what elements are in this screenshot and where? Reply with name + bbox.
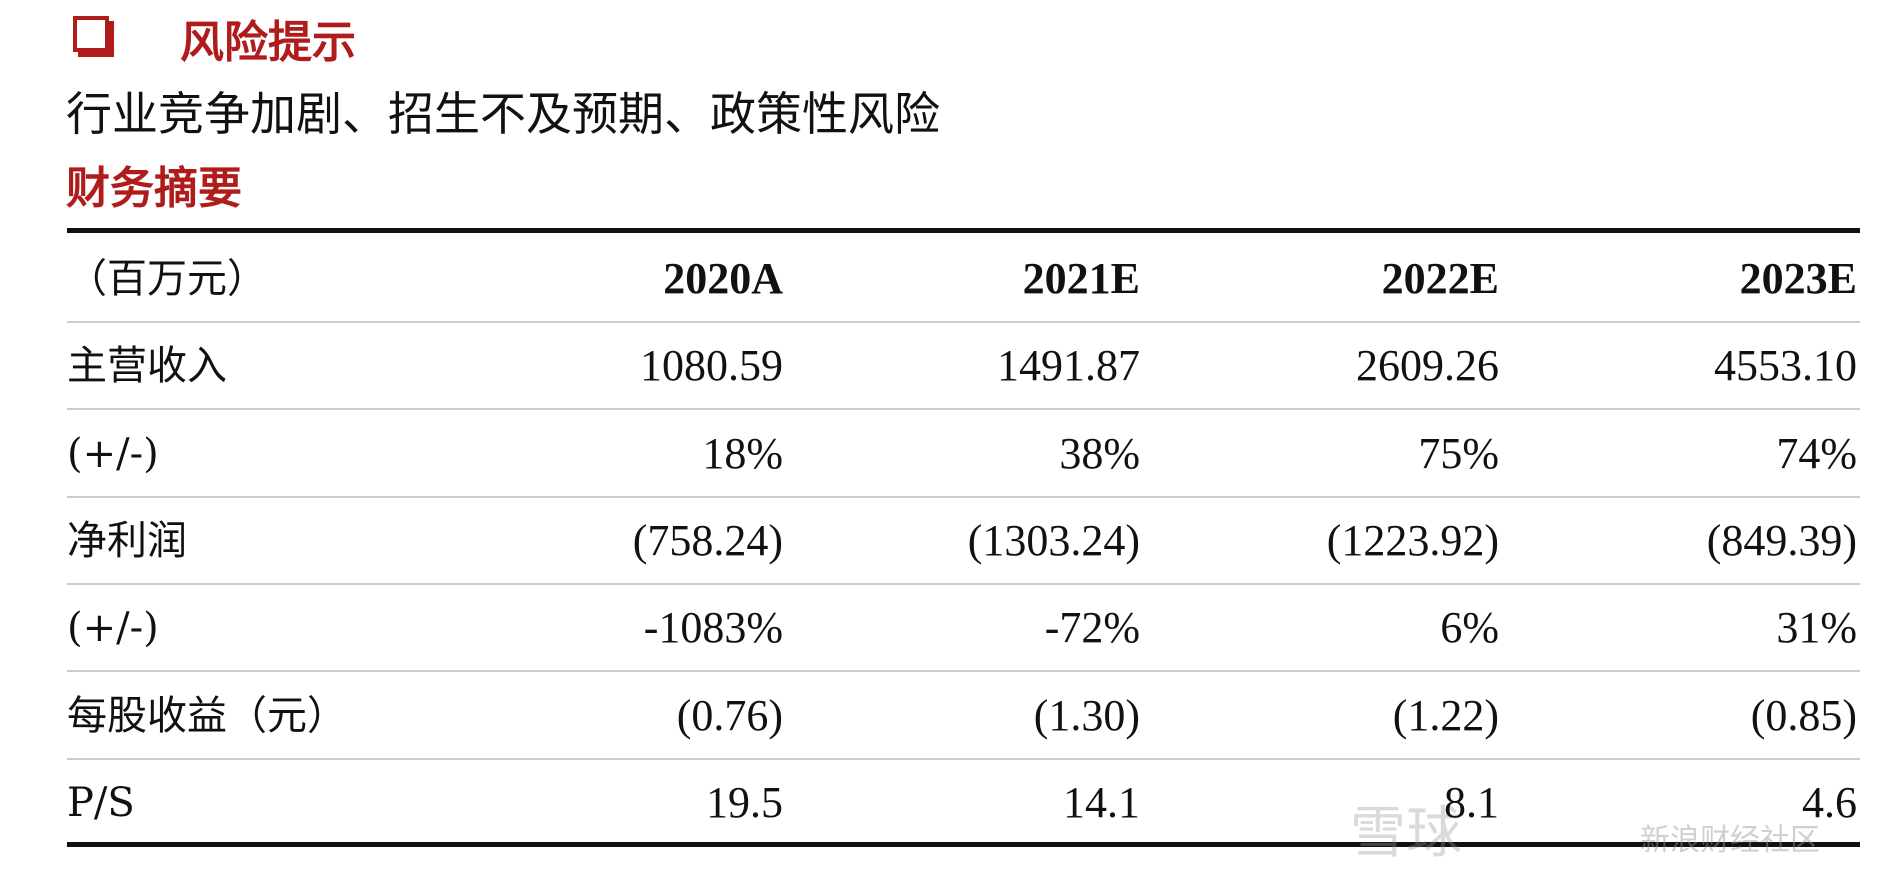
row-label: (+/-)	[67, 605, 159, 652]
column-header: 2020A	[663, 254, 783, 303]
row-rule	[67, 495, 1860, 498]
column-header: （百万元）	[67, 256, 267, 302]
cell-value: 14.1	[1063, 777, 1140, 827]
row-label: (+/-)	[67, 430, 159, 477]
risk-text: 行业竞争加剧、招生不及预期、政策性风险	[66, 89, 940, 140]
cell-value: 6%	[1440, 603, 1499, 653]
cell-value: (758.24)	[632, 515, 783, 565]
row-label: 每股收益（元）	[67, 692, 347, 739]
title: 风险提示	[180, 18, 356, 67]
row-rule	[67, 321, 1860, 323]
table-top-rule	[67, 228, 1860, 233]
cell-value: 31%	[1776, 603, 1857, 653]
cell-value: 75%	[1418, 428, 1499, 478]
column-header: 2021E	[1022, 254, 1140, 303]
cell-value: 4.6	[1802, 777, 1857, 827]
cell-value: 1491.87	[997, 341, 1140, 391]
row-rule	[67, 670, 1860, 673]
column-header: 2022E	[1381, 254, 1499, 303]
cell-value: (849.39)	[1706, 515, 1857, 565]
cell-value: 2609.26	[1356, 341, 1499, 391]
table-bottom-rule	[67, 842, 1860, 847]
row-rule	[67, 757, 1860, 760]
row-label: 净利润	[67, 517, 187, 564]
column-header: 2023E	[1739, 254, 1857, 303]
cell-value: (1223.92)	[1326, 515, 1499, 565]
cell-value: -1083%	[643, 603, 783, 653]
row-label: P/S	[67, 779, 135, 826]
cell-value: (0.76)	[676, 690, 783, 740]
row-rule	[67, 408, 1860, 411]
cell-value: 38%	[1059, 428, 1140, 478]
section-title: 财务摘要	[66, 163, 242, 214]
title-icon	[73, 16, 109, 52]
cell-value: (1303.24)	[967, 515, 1140, 565]
row-rule	[67, 582, 1860, 585]
cell-value: 74%	[1776, 428, 1857, 478]
row-label: 主营收入	[67, 343, 227, 390]
cell-value: 1080.59	[640, 341, 783, 391]
cell-value: -72%	[1044, 603, 1140, 653]
cell-value: 4553.10	[1714, 341, 1857, 391]
cell-value: 8.1	[1444, 777, 1499, 827]
watermark: 雪球	[1350, 801, 1462, 866]
cell-value: (1.22)	[1392, 690, 1499, 740]
watermark: 新浪财经社区	[1640, 823, 1820, 858]
cell-value: (1.30)	[1033, 690, 1140, 740]
cell-value: 19.5	[706, 777, 783, 827]
cell-value: (0.85)	[1750, 690, 1857, 740]
cell-value: 18%	[702, 428, 783, 478]
